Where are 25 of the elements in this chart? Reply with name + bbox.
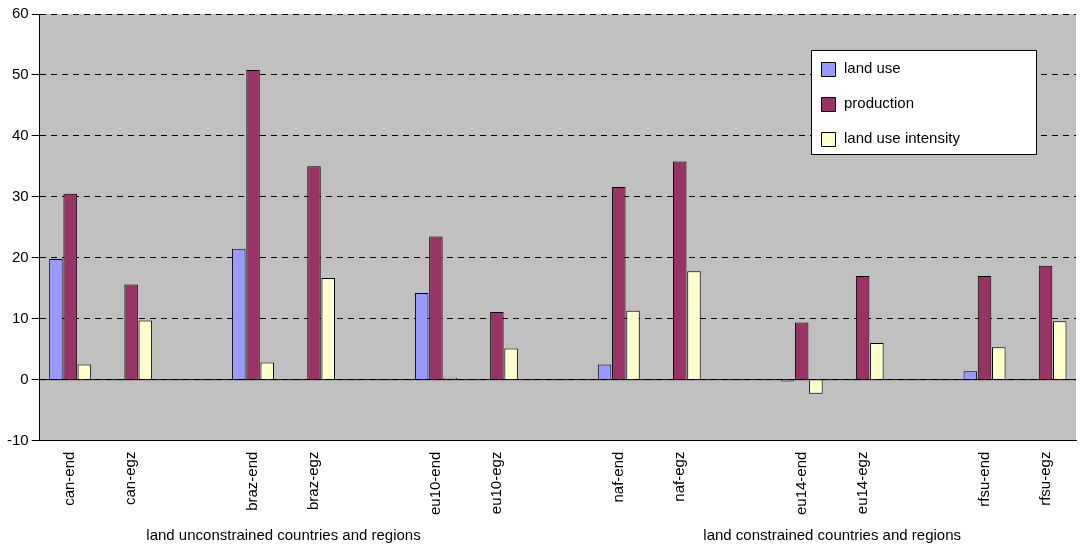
x-tick-label: rfsu-egz	[1035, 451, 1053, 506]
y-tick-label: 30	[11, 186, 29, 204]
x-tick-label: eu10-end	[426, 451, 444, 516]
legend-label: land use	[844, 59, 901, 77]
text: land constrained countries and regions	[703, 526, 961, 544]
text: land unconstrained countries and regions	[146, 526, 421, 544]
y-tick-label: 10	[11, 308, 29, 326]
y-tick-label: 50	[11, 65, 29, 83]
y-tick-label: 20	[11, 247, 29, 265]
x-tick-label: naf-egz	[669, 451, 687, 502]
x-tick-label: can-end	[60, 451, 78, 506]
y-tick-label: 60	[11, 4, 29, 22]
x-tick-label: braz-egz	[304, 451, 322, 510]
x-tick-label: rfsu-end	[974, 451, 992, 507]
x-tick-label: eu10-egz	[487, 451, 505, 515]
y-tick-label: 0	[20, 369, 29, 387]
x-tick-label: eu14-egz	[852, 451, 870, 515]
x-tick-label: naf-end	[608, 451, 626, 503]
y-tick-label: 40	[11, 126, 29, 144]
legend-label: land use intensity	[844, 129, 961, 147]
legend-label: production	[844, 94, 915, 112]
x-tick-label: can-egz	[121, 451, 139, 505]
x-tick-label: eu14-end	[791, 451, 809, 516]
x-tick-label: braz-end	[243, 451, 261, 511]
y-tick-label: -10	[6, 430, 29, 448]
